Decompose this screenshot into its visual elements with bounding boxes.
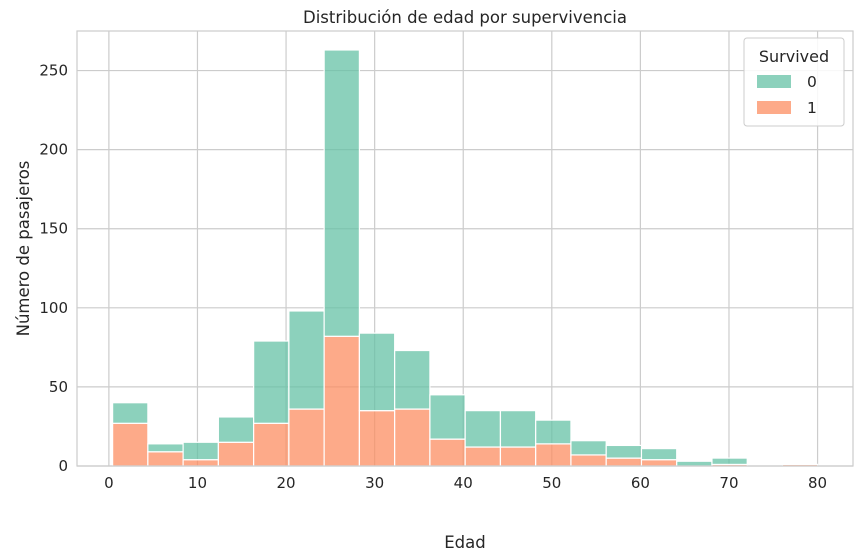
bar-survived-0 <box>112 402 149 424</box>
bar-survived-0 <box>711 457 748 466</box>
bar-survived-1 <box>394 408 431 467</box>
bar-survived-0 <box>358 332 396 412</box>
y-tick-label: 150 <box>39 220 68 238</box>
x-tick-label: 20 <box>277 474 296 492</box>
y-tick-label: 200 <box>39 141 68 159</box>
x-tick-label: 0 <box>104 474 114 492</box>
x-tick-label: 50 <box>542 474 561 492</box>
bar-survived-0 <box>288 310 325 410</box>
bar-survived-0 <box>535 419 572 445</box>
x-tick-label: 30 <box>365 474 384 492</box>
bar-survived-1 <box>323 335 361 467</box>
bar-survived-1 <box>429 438 466 467</box>
legend: Survived 01 <box>743 37 845 127</box>
bar-survived-0 <box>570 440 607 456</box>
plot-frame <box>76 30 854 467</box>
y-tick-label: 250 <box>39 62 68 80</box>
bar-survived-1 <box>288 408 325 467</box>
legend-entries: 01 <box>757 73 817 117</box>
bar-survived-1 <box>358 410 396 467</box>
x-tick-label: 10 <box>188 474 207 492</box>
y-tick-label: 0 <box>58 457 68 475</box>
bar-survived-0 <box>499 410 537 448</box>
histogram-bars <box>112 49 819 467</box>
x-tick-label: 60 <box>631 474 650 492</box>
bar-survived-0 <box>253 340 290 424</box>
bar-survived-0 <box>429 394 466 440</box>
x-axis-title: Edad <box>444 533 485 552</box>
legend-label: 1 <box>807 99 817 117</box>
bar-survived-1 <box>253 422 290 467</box>
bar-survived-1 <box>570 454 607 467</box>
legend-swatch <box>757 75 791 88</box>
x-tick-label: 40 <box>454 474 473 492</box>
legend-title: Survived <box>759 47 829 66</box>
bar-survived-1 <box>605 457 643 467</box>
y-tick-label: 100 <box>39 299 68 317</box>
y-axis-title: Número de pasajeros <box>14 161 33 337</box>
bar-survived-1 <box>464 446 502 467</box>
bar-survived-1 <box>499 446 537 467</box>
bar-survived-0 <box>464 410 502 448</box>
bar-survived-1 <box>147 451 184 467</box>
bar-survived-0 <box>394 349 431 410</box>
bar-survived-0 <box>147 443 184 453</box>
x-tick-label: 80 <box>808 474 827 492</box>
legend-swatch <box>757 101 791 114</box>
bar-survived-1 <box>217 441 255 467</box>
bar-survived-0 <box>182 441 219 461</box>
bar-survived-0 <box>323 49 361 337</box>
y-tick-label: 50 <box>49 378 68 396</box>
bar-survived-0 <box>605 444 643 459</box>
bar-survived-0 <box>217 416 255 443</box>
x-tick-label: 70 <box>719 474 738 492</box>
x-axis-ticks: 0 10 20 30 40 50 60 70 80 <box>104 474 827 492</box>
legend-label: 0 <box>807 73 817 91</box>
chart-title: Distribución de edad por supervivencia <box>303 8 627 27</box>
bar-survived-0 <box>676 460 713 467</box>
bar-survived-1 <box>112 422 149 467</box>
bar-survived-1 <box>535 443 572 467</box>
bar-survived-0 <box>640 448 678 461</box>
bar-survived-1 <box>182 459 219 467</box>
bar-survived-1 <box>640 459 678 467</box>
y-axis-ticks: 0 50 100 150 200 250 <box>39 62 68 475</box>
